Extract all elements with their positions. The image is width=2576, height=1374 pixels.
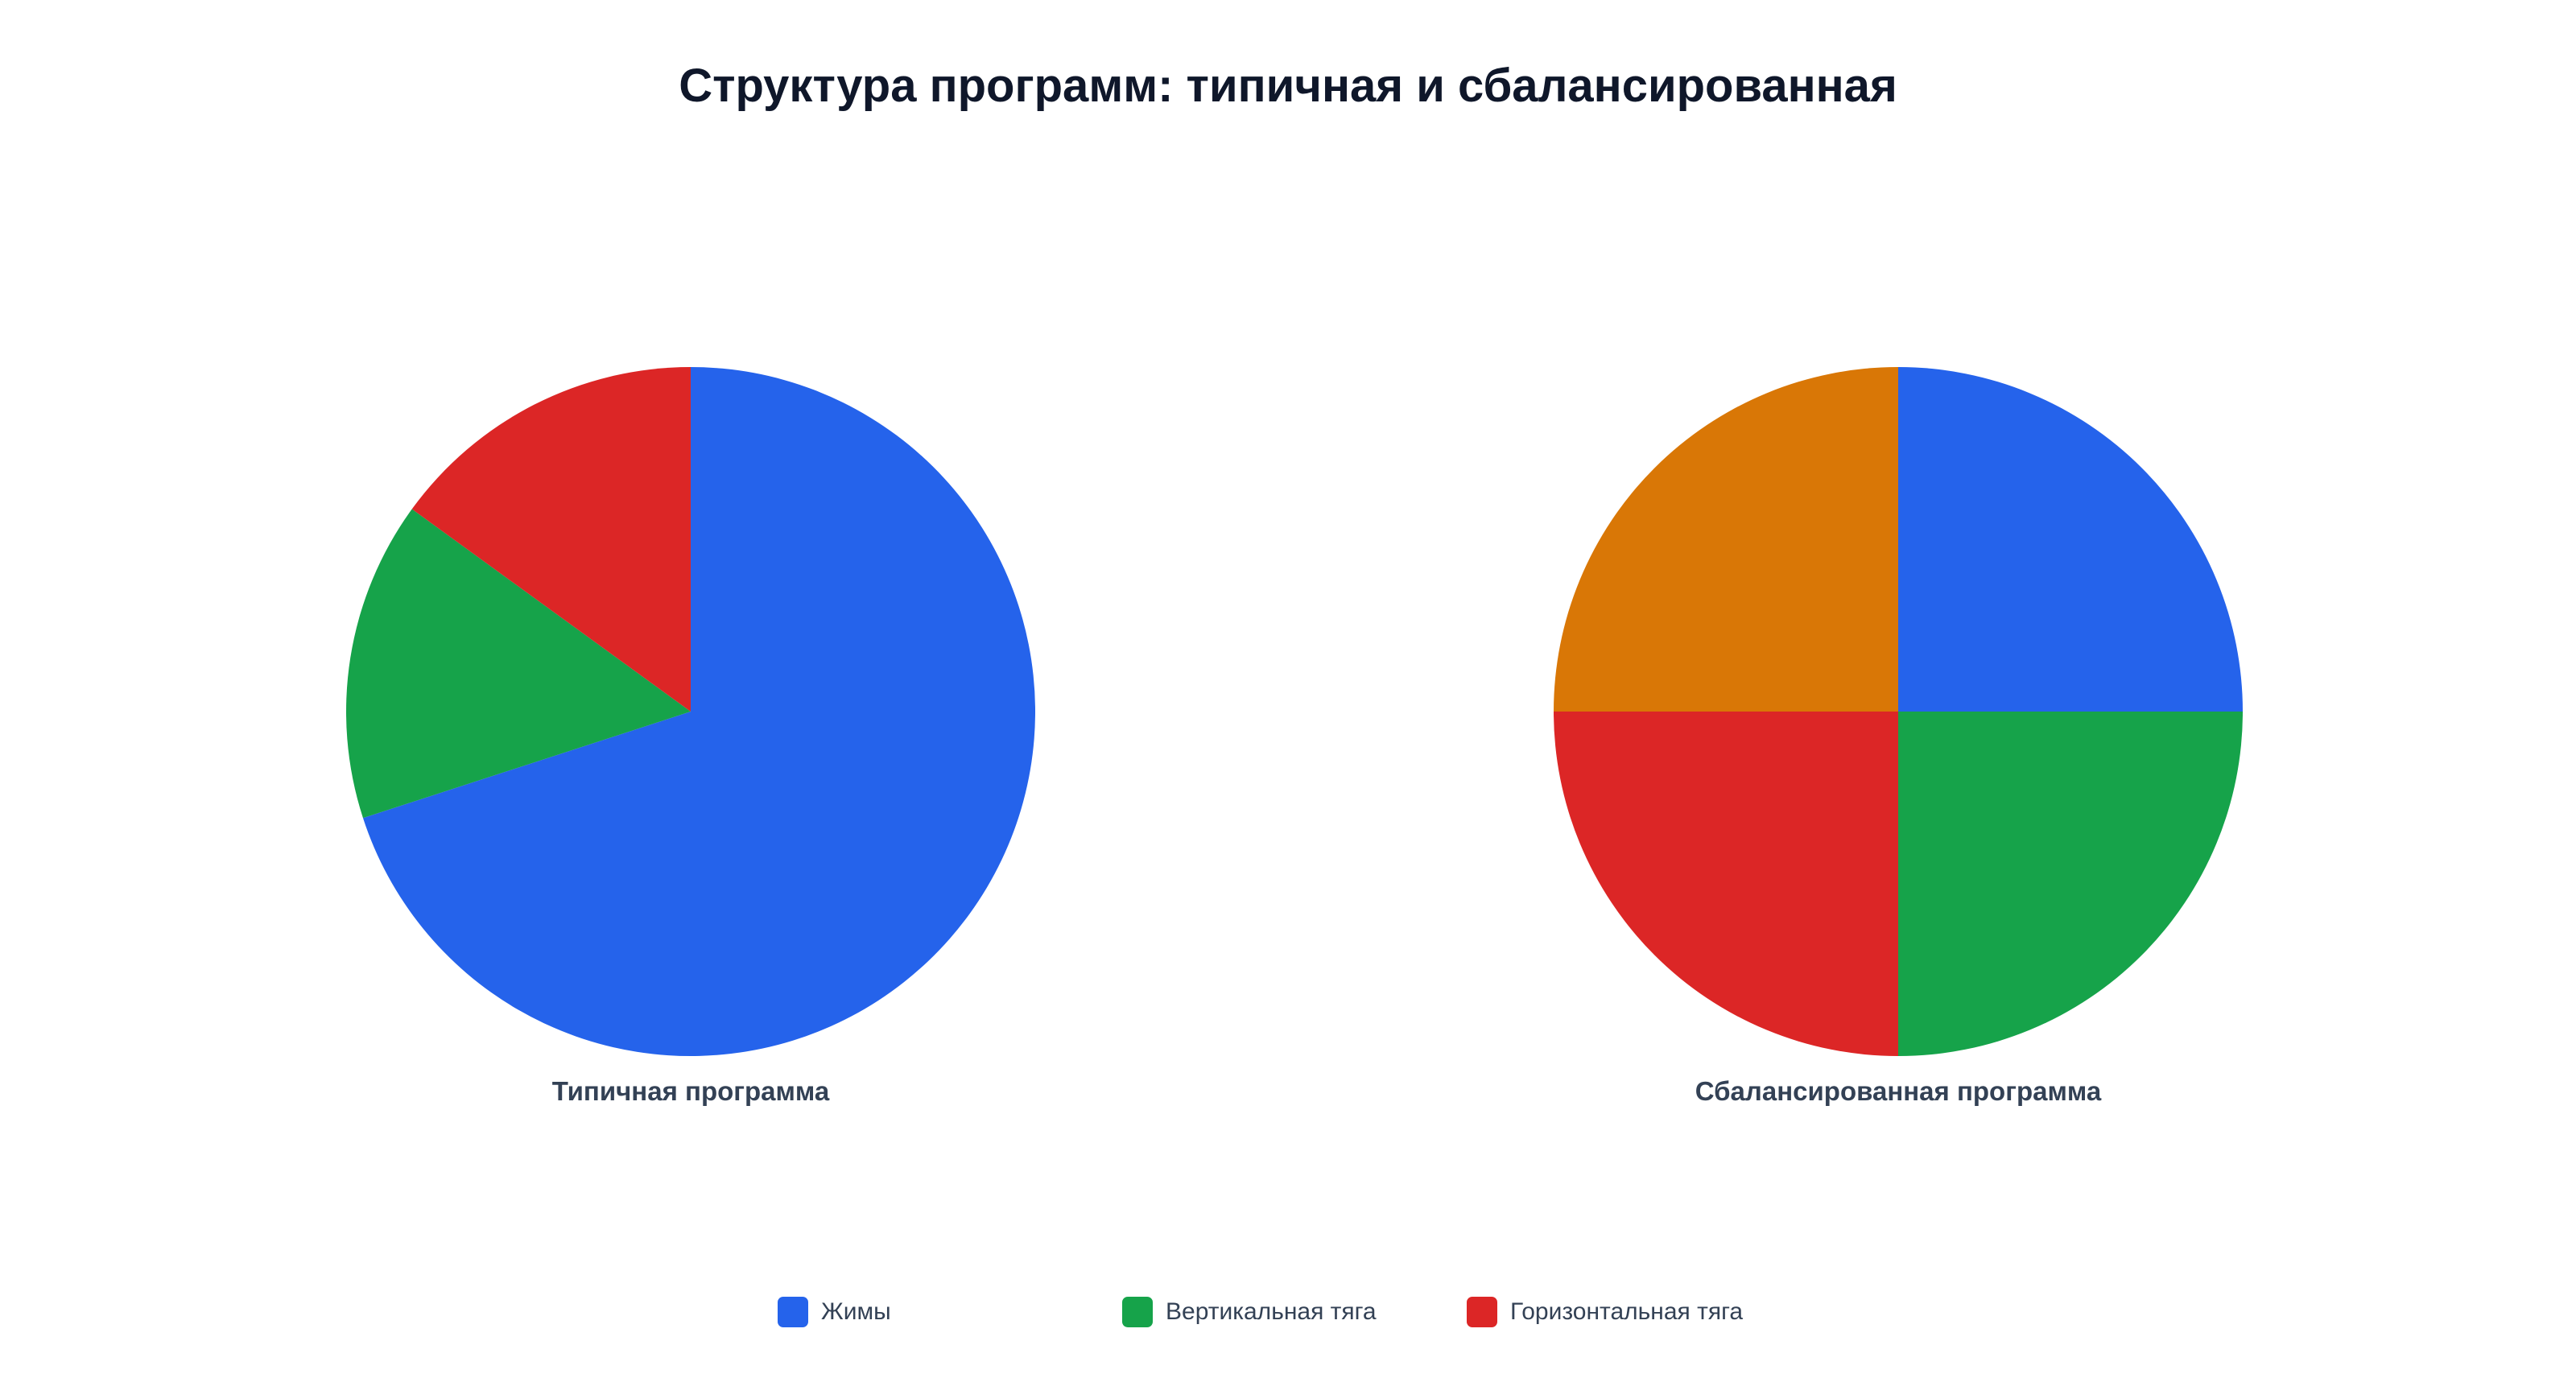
legend-label-horizontal-pull: Горизонтальная тяга <box>1510 1298 1744 1325</box>
pie-typical-program <box>346 367 1036 1056</box>
pie-slice-typical-1[interactable] <box>362 367 1036 1056</box>
legend-swatch-vertical-pull <box>1122 1297 1153 1327</box>
pie-slice-typical-2[interactable] <box>346 509 691 819</box>
legend-swatch-presses <box>778 1297 808 1327</box>
legend-label-vertical-pull: Вертикальная тяга <box>1166 1298 1377 1325</box>
pie-balanced-program <box>1554 367 2243 1056</box>
pie-slice-balanced-2[interactable] <box>1898 712 2243 1056</box>
pie-label-typical: Типичная программа <box>551 1076 830 1106</box>
legend-swatch-horizontal-pull <box>1467 1297 1497 1327</box>
legend-item-presses[interactable]: Жимы <box>778 1288 891 1336</box>
pie-slice-typical-3[interactable] <box>411 367 691 712</box>
pie-slice-balanced-4[interactable] <box>1554 367 1898 712</box>
pie-slice-balanced-3[interactable] <box>1554 712 1898 1056</box>
pie-label-balanced: Сбалансированная программа <box>1695 1076 2102 1106</box>
legend-item-horizontal-pull[interactable]: Горизонтальная тяга <box>1467 1288 1743 1336</box>
pie-slice-balanced-1[interactable] <box>1898 367 2243 712</box>
legend: Жимы Вертикальная тяга Горизонтальная тя… <box>0 1288 2576 1336</box>
legend-label-presses: Жимы <box>821 1298 891 1325</box>
legend-item-vertical-pull[interactable]: Вертикальная тяга <box>1122 1288 1377 1336</box>
chart-title: Структура программ: типичная и сбалансир… <box>679 60 1897 112</box>
